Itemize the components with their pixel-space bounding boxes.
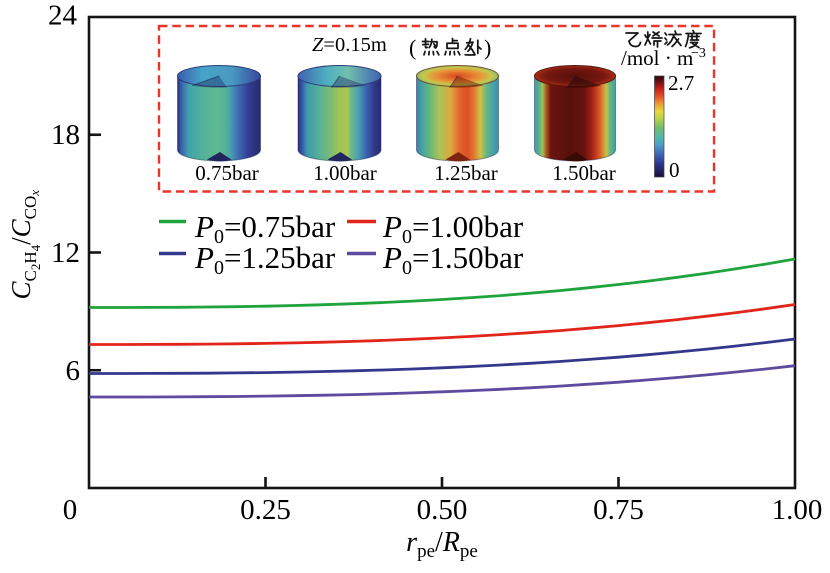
svg-text:1.00bar: 1.00bar [313, 161, 377, 185]
svg-text:P0=1.25bar: P0=1.25bar [194, 240, 336, 279]
svg-text:−3: −3 [691, 46, 706, 61]
svg-text:(: ( [409, 35, 416, 60]
svg-text:P0=0.75bar: P0=0.75bar [194, 209, 336, 248]
svg-text:1.00: 1.00 [772, 494, 823, 526]
svg-text:0: 0 [669, 158, 680, 182]
svg-text:24: 24 [48, 0, 78, 32]
svg-text:CC2H4/CCOx: CC2H4/CCOx [6, 190, 43, 300]
svg-text:0.50: 0.50 [417, 494, 468, 526]
svg-text:Z=0.15m: Z=0.15m [312, 34, 387, 56]
svg-text:0: 0 [63, 494, 78, 526]
svg-text:12: 12 [51, 237, 80, 269]
svg-text:): ) [484, 35, 491, 60]
svg-text:1.50bar: 1.50bar [552, 161, 616, 185]
svg-text:rpe/Rpe: rpe/Rpe [406, 527, 478, 562]
svg-text:18: 18 [51, 119, 80, 151]
svg-text:0.25: 0.25 [240, 494, 291, 526]
svg-text:6: 6 [66, 355, 81, 387]
svg-text:P0=1.00bar: P0=1.00bar [382, 209, 524, 248]
svg-text:2.7: 2.7 [668, 71, 694, 95]
svg-text:P0=1.50bar: P0=1.50bar [382, 240, 524, 279]
svg-text:0.75: 0.75 [593, 494, 644, 526]
svg-text:/mol · m: /mol · m [621, 46, 693, 70]
svg-text:1.25bar: 1.25bar [434, 161, 498, 185]
svg-text:0.75bar: 0.75bar [195, 161, 259, 185]
